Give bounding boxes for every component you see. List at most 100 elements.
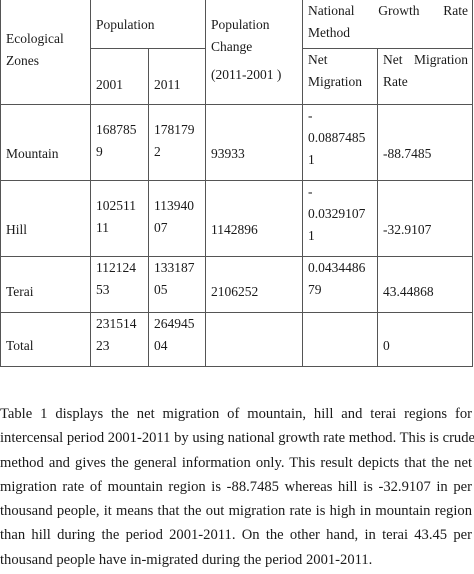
header-text: 2011: [154, 76, 181, 92]
pop2011-cell: 113940 07: [148, 180, 206, 257]
header-text: (2011-2001 ): [211, 66, 282, 82]
cell-text: 231514: [96, 316, 137, 331]
header-population: Population: [90, 0, 206, 49]
header-net-migration-rate: Net Migration Rate: [377, 48, 473, 105]
change-cell: 1142896: [205, 180, 303, 257]
net-migration-cell: - 0.0887485 1: [302, 104, 378, 181]
cell-text: 133187: [154, 260, 195, 275]
header-word: National: [308, 2, 355, 18]
header-text: Migration: [308, 74, 362, 89]
cell-text: -32.9107: [383, 221, 432, 237]
header-word: Migration: [414, 52, 468, 67]
cell-text: 05: [154, 282, 168, 297]
rate-cell: -32.9107: [377, 180, 473, 257]
paragraph-line: thousand people, it means that the out m…: [0, 503, 472, 520]
pop2001-cell: 168785 9: [90, 104, 149, 181]
cell-text: 53: [96, 282, 110, 297]
table-row: Mountain 168785 9 178179 2 93933 - 0.088748…: [0, 104, 473, 181]
header-2001: 2001: [90, 48, 149, 105]
table-row: Total 231514 23 264945 04 0: [0, 312, 473, 367]
cell-text: 2106252: [211, 283, 259, 299]
change-cell: 2106252: [205, 256, 303, 313]
header-text: Population: [211, 16, 270, 32]
cell-text: -: [308, 108, 313, 123]
header-word: Net: [383, 52, 403, 67]
cell-text: 11: [96, 220, 109, 235]
header-text: 2001: [96, 76, 123, 92]
header-net-migration: Net Migration: [302, 48, 378, 105]
pop2001-cell: 102511 11: [90, 180, 149, 257]
pop2011-cell: 264945 04: [148, 312, 206, 367]
cell-text: 0: [383, 337, 390, 353]
cell-text: 112124: [96, 260, 136, 275]
cell-text: 1: [308, 228, 315, 243]
cell-text: 93933: [211, 145, 245, 161]
header-word: Growth: [378, 2, 420, 18]
body-paragraph: Table 1 displays the net migration of mo…: [0, 402, 474, 572]
cell-text: 0.0434486: [308, 260, 366, 275]
cell-text: 9: [96, 144, 103, 159]
change-cell: [205, 312, 303, 367]
header-text: Ecological: [6, 30, 64, 46]
cell-text: Mountain: [6, 145, 59, 161]
header-text: Net: [308, 52, 328, 67]
cell-text: 1: [308, 152, 315, 167]
header-word: Rate: [443, 2, 468, 18]
net-migration-cell: [302, 312, 378, 367]
net-migration-cell: 0.0434486 79: [302, 256, 378, 313]
cell-text: 0.0887485: [308, 130, 366, 145]
rate-cell: 0: [377, 312, 473, 367]
cell-text: 07: [154, 220, 168, 235]
pop2001-cell: 231514 23: [90, 312, 149, 367]
cell-text: 04: [154, 338, 168, 353]
pop2011-cell: 178179 2: [148, 104, 206, 181]
table-row: Hill 102511 11 113940 07 1142896 - 0.032910…: [0, 180, 473, 257]
cell-text: 178179: [154, 122, 195, 137]
cell-text: Terai: [6, 283, 34, 299]
table-row: Terai 112124 53 133187 05 2106252 0.043448…: [0, 256, 473, 313]
cell-text: Total: [6, 337, 34, 353]
cell-text: Hill: [6, 221, 28, 237]
pop2011-cell: 133187 05: [148, 256, 206, 313]
rate-cell: -88.7485: [377, 104, 473, 181]
header-text: Method: [308, 24, 350, 40]
paragraph-line: thousand people have in-migrated during …: [0, 551, 373, 568]
header-text: Population: [96, 16, 155, 32]
cell-text: 0.0329107: [308, 206, 366, 221]
cell-text: 1142896: [211, 221, 258, 237]
header-method: National Growth Rate Method: [302, 0, 473, 49]
cell-text: 43.44868: [383, 283, 434, 299]
paragraph-line: than hill during the period 2001-2011. O…: [0, 527, 472, 544]
zone-cell: Hill: [0, 180, 91, 257]
cell-text: -: [308, 184, 313, 199]
cell-text: 113940: [154, 198, 194, 213]
header-text-line: National Growth Rate: [308, 0, 468, 22]
paragraph-line: Table 1 displays the net migration of mo…: [0, 406, 472, 422]
net-migration-cell: - 0.0329107 1: [302, 180, 378, 257]
paragraph-line: method and gives the general information…: [0, 454, 472, 471]
zone-cell: Total: [0, 312, 91, 367]
header-text: Change: [211, 38, 253, 54]
cell-text: -88.7485: [383, 145, 432, 161]
paragraph-line: intercensal period 2001-2011 by using na…: [0, 430, 474, 447]
cell-text: 102511: [96, 198, 136, 213]
zone-cell: Terai: [0, 256, 91, 313]
paragraph-line: migration rate of mountain region is -88…: [0, 478, 472, 495]
zone-cell: Mountain: [0, 104, 91, 181]
cell-text: 2: [154, 144, 161, 159]
cell-text: 79: [308, 282, 322, 297]
migration-table: Ecological Zones Population Population C…: [0, 0, 473, 367]
header-2011: 2011: [148, 48, 206, 105]
change-cell: 93933: [205, 104, 303, 181]
rate-cell: 43.44868: [377, 256, 473, 313]
cell-text: 23: [96, 338, 110, 353]
header-text-line: Net Migration: [383, 49, 468, 71]
header-text: Rate: [383, 74, 408, 89]
header-population-change: Population Change (2011-2001 ): [205, 0, 303, 105]
pop2001-cell: 112124 53: [90, 256, 149, 313]
header-text: Zones: [6, 52, 39, 68]
header-ecological-zones: Ecological Zones: [0, 0, 91, 105]
cell-text: 264945: [154, 316, 195, 331]
cell-text: 168785: [96, 122, 137, 137]
